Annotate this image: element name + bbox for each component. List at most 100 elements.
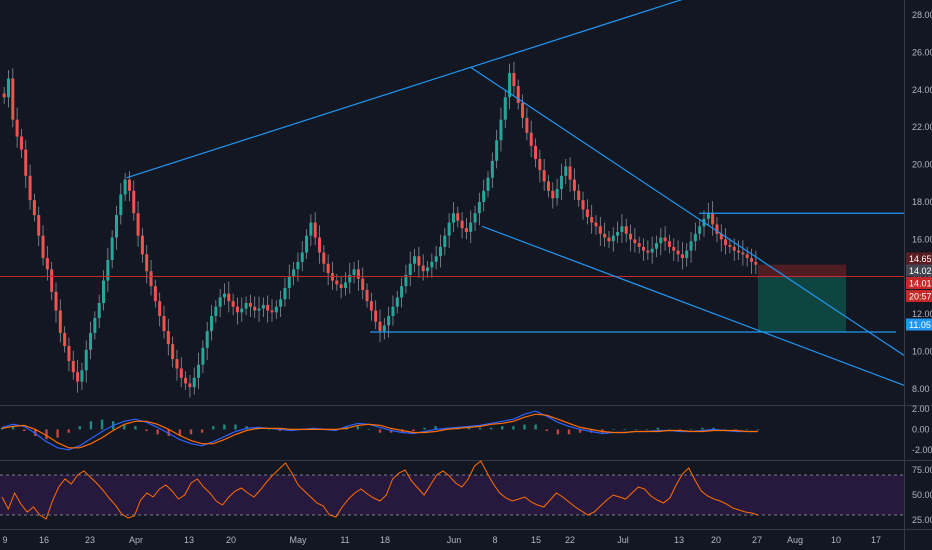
macd-histogram-bar xyxy=(712,427,715,430)
price-tags: 14.65 14.02 14.01 20:57 11.05 xyxy=(906,252,932,331)
candle-body xyxy=(296,261,300,270)
macd-histogram-bar xyxy=(623,429,626,431)
macd-histogram-bar xyxy=(223,424,226,430)
wedge-bottom-line[interactable] xyxy=(481,225,905,386)
time-tick-label: 11 xyxy=(340,535,349,545)
price-tick-label: 10.00 xyxy=(912,347,932,357)
macd-histogram-bar xyxy=(123,424,126,430)
candle-body xyxy=(106,259,110,281)
candle-body xyxy=(261,304,265,309)
candle-body xyxy=(171,344,175,360)
time-tick-label: 9 xyxy=(2,535,7,545)
trend-drawings[interactable] xyxy=(0,0,905,386)
macd-histogram-bar xyxy=(612,429,615,431)
candle-body xyxy=(58,310,62,333)
macd-histogram-bar xyxy=(434,426,437,430)
rsi-panel[interactable]: 75.00 50.00 25.00 xyxy=(0,460,932,525)
candle-body xyxy=(210,316,214,332)
macd-histogram-bar xyxy=(745,429,749,431)
macd-histogram-bar xyxy=(534,424,537,430)
time-tick-label: 18 xyxy=(380,535,390,545)
signal-line[interactable] xyxy=(1,413,758,449)
candle-body xyxy=(158,301,162,317)
candle-body xyxy=(369,301,373,311)
time-tick-label: 20 xyxy=(711,535,721,545)
macd-histogram-bar xyxy=(701,427,704,430)
price-tag-label: 14.02 xyxy=(909,266,932,276)
time-tick-label: 10 xyxy=(831,535,841,545)
macd-histogram-bar xyxy=(134,426,137,430)
candle-body xyxy=(667,241,671,247)
candle-body xyxy=(149,271,153,287)
macd-histogram-bar xyxy=(212,426,215,430)
time-tick-label: Jun xyxy=(447,535,462,545)
candle-body xyxy=(348,274,352,283)
candle-body xyxy=(162,316,166,332)
macd-histogram-bar xyxy=(11,426,15,430)
candle-body xyxy=(499,119,503,141)
stop-loss-zone[interactable] xyxy=(758,264,846,277)
price-tick-label: 26.00 xyxy=(912,47,932,57)
macd-panel[interactable]: 2.00 0.00 -2.00 xyxy=(0,404,932,455)
candle-body xyxy=(404,274,408,287)
position-zones[interactable] xyxy=(758,264,846,332)
candle-body xyxy=(495,140,499,161)
candle-body xyxy=(603,233,607,238)
macd-histogram-bar xyxy=(723,429,726,431)
macd-tick-label: 0.00 xyxy=(912,424,930,434)
upper-trendline[interactable] xyxy=(126,0,728,179)
rsi-tick-label: 50.00 xyxy=(912,490,932,500)
candle-body xyxy=(136,213,140,236)
macd-histogram-bar xyxy=(367,429,371,431)
candle-body xyxy=(382,325,386,332)
time-axis[interactable]: 9 16 23 Apr 13 20 May 11 18 Jun 8 15 22 Jul 13 20 27 Aug 1… xyxy=(2,535,881,545)
candle-body xyxy=(512,72,516,87)
candle-body xyxy=(235,306,239,313)
candle-body xyxy=(188,383,192,388)
candle-body xyxy=(546,181,550,191)
candle-body xyxy=(538,158,542,171)
rsi-line[interactable] xyxy=(1,460,759,520)
candle-body xyxy=(192,377,196,388)
candle-body xyxy=(516,86,520,103)
candle-body xyxy=(408,263,412,275)
candle-body xyxy=(637,243,641,247)
price-tick-label: 16.00 xyxy=(912,234,932,244)
time-tick-label: Aug xyxy=(787,535,803,545)
candle-body xyxy=(590,216,594,223)
candle-body xyxy=(529,132,533,146)
candle-body xyxy=(460,220,464,229)
price-tick-label: 24.00 xyxy=(912,85,932,95)
macd-histogram-bar xyxy=(34,429,37,436)
candle-body xyxy=(443,235,447,247)
time-tick-label: 13 xyxy=(674,535,684,545)
candle-body xyxy=(287,276,291,289)
candle-body xyxy=(542,170,546,182)
candle-body xyxy=(633,239,637,244)
macd-histogram-bar xyxy=(512,426,515,430)
candle-body xyxy=(663,237,667,242)
time-tick-label: 16 xyxy=(39,535,49,545)
candle-body xyxy=(114,215,118,238)
macd-tick-label: -2.00 xyxy=(912,445,932,455)
take-profit-zone[interactable] xyxy=(758,276,846,332)
price-tick-label: 12.00 xyxy=(912,309,932,319)
macd-histogram-bar xyxy=(234,424,237,430)
candle-body xyxy=(365,289,369,302)
candle-body xyxy=(335,280,339,285)
candle-body xyxy=(257,308,261,311)
wedge-top-line[interactable] xyxy=(470,66,905,356)
candle-body xyxy=(654,243,658,249)
candle-body xyxy=(300,252,304,262)
candle-body xyxy=(534,145,538,159)
candle-body xyxy=(598,226,602,234)
candle-body xyxy=(318,237,322,253)
candle-body xyxy=(646,250,650,253)
candle-body xyxy=(430,261,434,268)
candle-body xyxy=(292,269,296,277)
candle-body xyxy=(244,303,248,309)
candle-body xyxy=(326,263,330,274)
macd-histogram-bar xyxy=(545,429,548,432)
candle-body xyxy=(724,239,728,246)
